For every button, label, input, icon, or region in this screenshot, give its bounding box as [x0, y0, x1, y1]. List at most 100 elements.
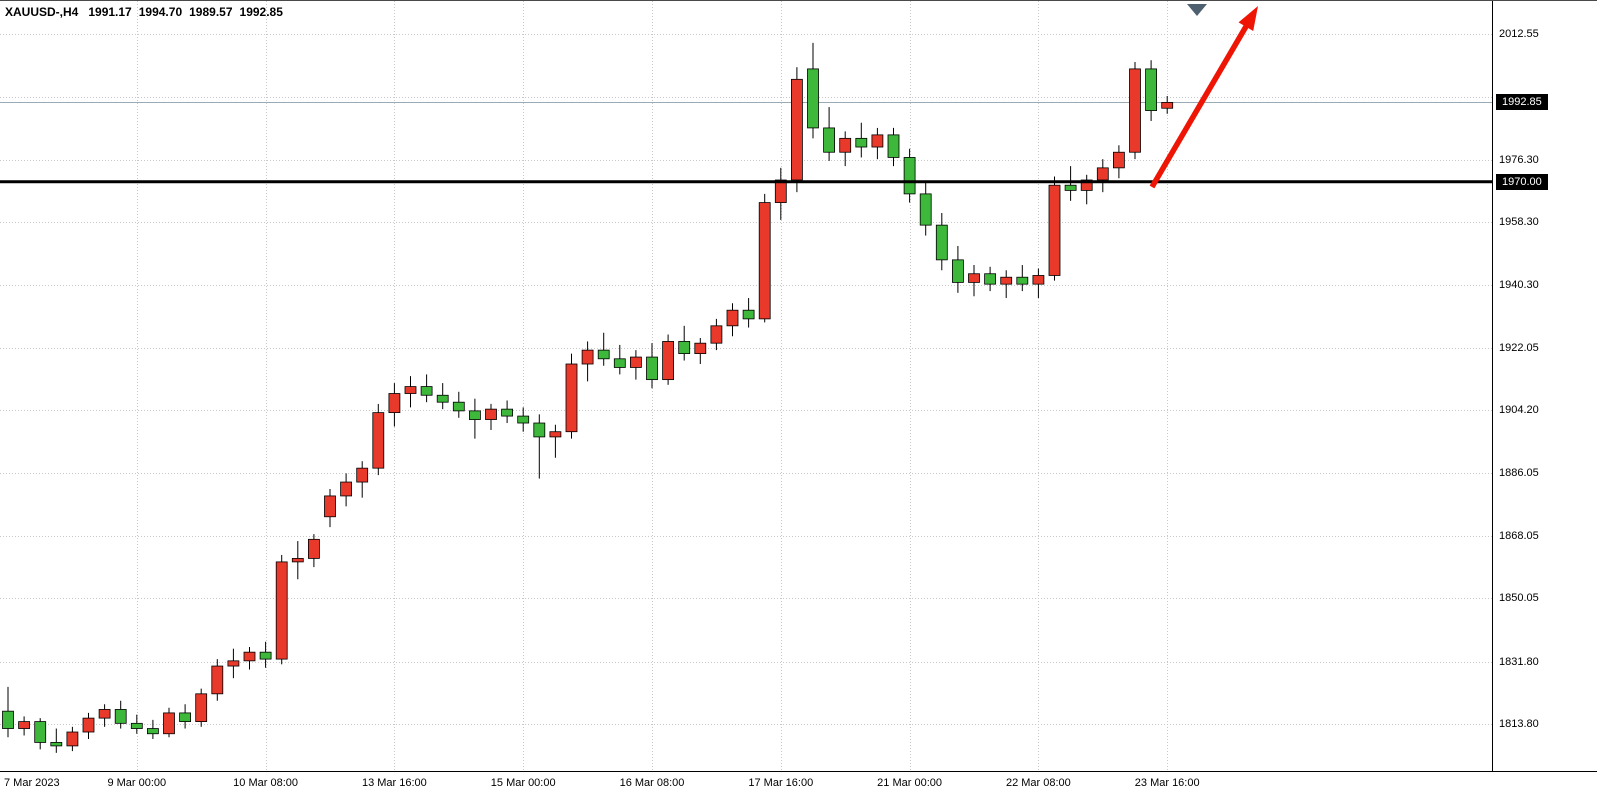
price-axis-label: 1813.80: [1499, 718, 1539, 731]
trend-arrow-line[interactable]: [1149, 18, 1253, 189]
candle-body-bear: [501, 408, 514, 417]
candle-body-bear: [646, 356, 658, 381]
candle-body-bull: [307, 538, 320, 559]
candle-body-bull: [163, 712, 175, 735]
candle-body-bull: [1000, 276, 1013, 285]
time-axis-label: 15 Mar 00:00: [490, 777, 556, 789]
candle-body-bull: [340, 481, 353, 497]
price-axis-label: 1868.05: [1499, 529, 1539, 542]
candle-body-bull: [1048, 184, 1061, 276]
candle-body-bull: [549, 431, 562, 438]
price-axis-label: 1940.30: [1499, 278, 1539, 291]
candle-body-bull: [275, 561, 288, 660]
candle-body-bear: [952, 259, 964, 283]
candle-body-bear: [678, 341, 691, 354]
candle-body-bull: [968, 273, 980, 283]
candle-body-bear: [919, 193, 932, 226]
price-axis[interactable]: 2012.55 1976.30 1958.30 1940.30 1922.05 1904.…: [1492, 1, 1597, 771]
candle-body-bull: [662, 341, 674, 381]
time-axis-label: 13 Mar 16:00: [361, 777, 427, 789]
candle-body-bear: [597, 349, 610, 360]
candle-body-bear: [533, 422, 546, 438]
candle-body-bear: [114, 709, 127, 724]
price-axis-label: 1850.05: [1499, 592, 1539, 605]
candle-body-bear: [855, 137, 868, 148]
candle-body-bull: [791, 78, 803, 181]
candle-body-bear: [50, 742, 63, 747]
candle-body-bull: [18, 721, 31, 729]
time-axis-label: 23 Mar 16:00: [1134, 777, 1200, 789]
candle-body-bull: [98, 709, 111, 719]
current-price-badge: 1992.85: [1496, 94, 1548, 111]
candle-body-bear: [887, 134, 900, 158]
price-axis-label: 2012.55: [1499, 28, 1539, 41]
ohlc-close-value: 1992.85: [239, 5, 283, 19]
candle-body-bull: [581, 349, 594, 365]
candle-body-bear: [903, 157, 916, 195]
candle-body-bull: [1096, 167, 1109, 181]
price-axis-label: 1922.05: [1499, 342, 1539, 355]
candle-body-bear: [146, 728, 159, 735]
candle-body-bull: [726, 309, 739, 327]
candle-body-bull: [758, 202, 771, 320]
candle-body-bull: [839, 137, 852, 153]
candle-body-bear: [807, 68, 819, 129]
time-axis-label: 7 Mar 2023: [4, 777, 60, 789]
candle-body-bear: [1016, 276, 1029, 285]
candle-body-bear: [452, 401, 465, 412]
candle-body-bull: [630, 356, 642, 368]
candle-body-bear: [2, 710, 14, 729]
candle-body-bull: [1113, 151, 1125, 169]
candle-body-bear: [259, 651, 272, 660]
candle-body-bear: [935, 224, 948, 261]
price-axis-label: 1831.80: [1499, 655, 1539, 668]
candle-body-bull: [66, 731, 79, 747]
chart-shift-marker-icon[interactable]: [1187, 4, 1207, 16]
candle-body-bear: [179, 712, 192, 722]
chart-plot-area[interactable]: XAUUSD-,H4 1991.17 1994.70 1989.57 1992.85: [0, 1, 1492, 771]
candle-body-bear: [823, 127, 835, 153]
candle-body-bear: [1064, 184, 1077, 191]
symbol-period-label: XAUUSD-,H4: [5, 5, 79, 19]
candle-body-bull: [82, 717, 95, 733]
time-axis-label: 9 Mar 00:00: [107, 777, 167, 789]
candle-body-bull: [291, 558, 304, 563]
candlestick-chart[interactable]: [0, 1, 1492, 771]
time-axis-label: 17 Mar 16:00: [748, 777, 814, 789]
time-axis-label: 16 Mar 08:00: [619, 777, 685, 789]
level-price-badge: 1970.00: [1496, 173, 1548, 190]
candle-body-bull: [195, 693, 208, 722]
candle-body-bull: [372, 412, 385, 469]
candle-body-bear: [420, 386, 433, 396]
candle-body-bull: [1129, 68, 1141, 153]
candle-body-bear: [436, 394, 449, 403]
candle-body-bull: [694, 342, 707, 354]
candle-body-bull: [710, 325, 723, 344]
candle-body-bear: [1145, 68, 1157, 111]
candle-body-bull: [388, 393, 401, 414]
candle-body-bull: [404, 386, 417, 394]
horizontal-level-line[interactable]: [0, 180, 1492, 184]
ohlc-high-value: 1994.70: [138, 5, 183, 19]
candle-body-bear: [984, 273, 996, 285]
candle-body-bear: [34, 721, 47, 743]
price-axis-label: 1958.30: [1499, 216, 1539, 229]
candle-body-bear: [742, 309, 755, 320]
candle-body-bull: [565, 363, 578, 433]
candle-body-bull: [1161, 102, 1174, 109]
candle-body-bull: [211, 665, 224, 695]
candle-body-bear: [517, 415, 530, 424]
candle-body-bull: [356, 467, 369, 483]
candle-body-bull: [243, 651, 256, 662]
ohlc-open-value: 1991.17: [88, 5, 132, 19]
time-axis[interactable]: 7 Mar 2023 9 Mar 00:00 10 Mar 08:00 13 Mar …: [0, 771, 1597, 811]
candle-body-bull: [774, 179, 787, 203]
trend-arrow-head[interactable]: [1238, 6, 1258, 32]
candle-body-bull: [227, 660, 240, 667]
ohlc-low-value: 1989.57: [189, 5, 233, 19]
candle-body-bull: [485, 408, 497, 420]
candle-body-bear: [613, 358, 626, 368]
time-axis-label: 21 Mar 00:00: [877, 777, 943, 789]
candle-body-bull: [871, 134, 884, 148]
